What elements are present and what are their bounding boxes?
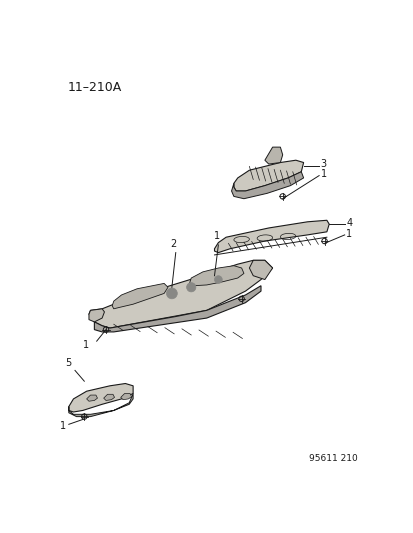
Text: 95611 210: 95611 210	[309, 454, 357, 463]
Text: 11–210A: 11–210A	[67, 81, 121, 94]
Polygon shape	[86, 395, 97, 401]
Polygon shape	[112, 284, 168, 309]
Polygon shape	[103, 394, 114, 400]
Polygon shape	[189, 265, 243, 286]
Polygon shape	[264, 147, 282, 164]
Circle shape	[214, 276, 222, 284]
Text: 1: 1	[83, 340, 89, 350]
Text: 4: 4	[345, 219, 351, 228]
Text: 2: 2	[170, 239, 176, 249]
Circle shape	[166, 288, 177, 299]
Polygon shape	[69, 393, 133, 417]
Polygon shape	[249, 260, 272, 280]
Polygon shape	[94, 286, 260, 332]
Polygon shape	[69, 384, 133, 412]
Polygon shape	[231, 172, 303, 199]
Text: 1: 1	[59, 421, 66, 431]
Text: 1: 1	[320, 169, 326, 179]
Text: 3: 3	[320, 159, 326, 169]
Polygon shape	[121, 393, 131, 400]
Polygon shape	[233, 160, 303, 191]
Polygon shape	[89, 309, 104, 322]
Circle shape	[186, 282, 195, 292]
Text: 5: 5	[66, 358, 72, 368]
Text: 1: 1	[345, 229, 351, 239]
Text: 1: 1	[213, 231, 219, 241]
Polygon shape	[214, 220, 328, 253]
Polygon shape	[89, 260, 272, 328]
